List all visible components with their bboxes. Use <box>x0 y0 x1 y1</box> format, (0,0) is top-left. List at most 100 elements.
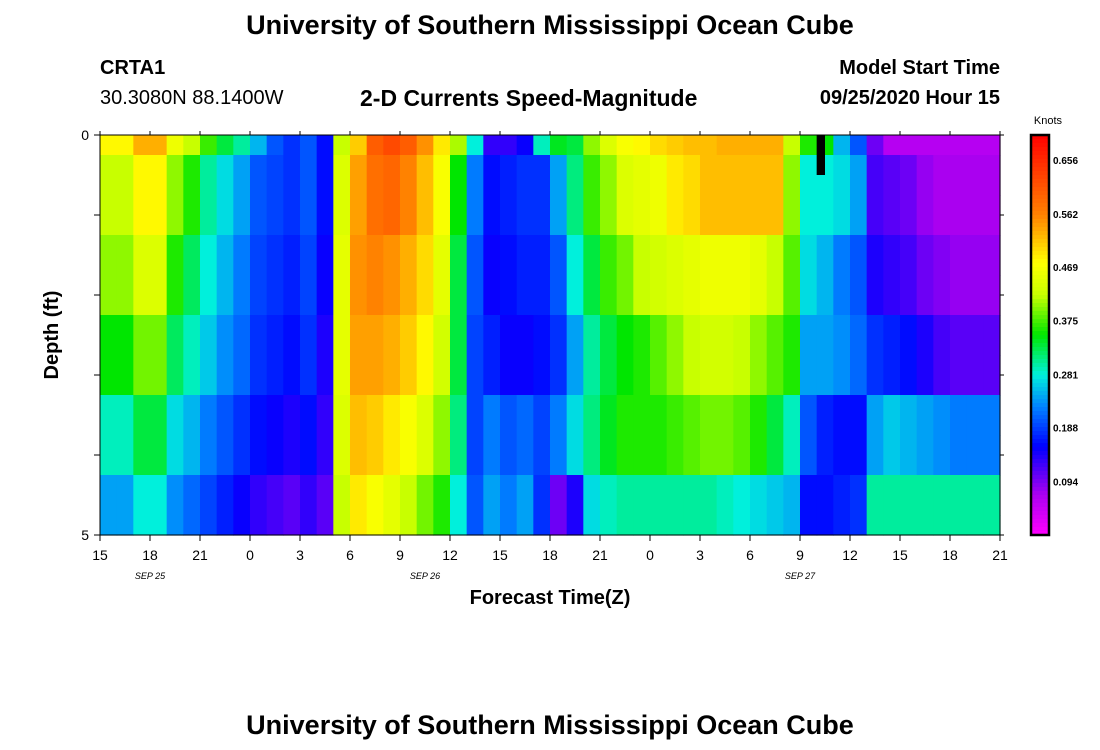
colorbar-swatch <box>1031 391 1049 396</box>
colorbar-swatch <box>1031 527 1049 532</box>
heatmap-cell <box>666 395 684 436</box>
heatmap-cell <box>883 135 901 156</box>
heatmap-cell <box>283 135 301 156</box>
heatmap-cell <box>316 515 334 536</box>
heatmap-cell <box>833 195 851 236</box>
colorbar-swatch <box>1031 219 1049 224</box>
heatmap-cell <box>733 195 751 236</box>
heatmap-cell <box>966 355 984 396</box>
heatmap-cell <box>983 515 1001 536</box>
heatmap-cell <box>800 135 818 156</box>
heatmap-cell <box>850 395 868 436</box>
station-id: CRTA1 <box>100 57 166 79</box>
heatmap-cell <box>833 515 851 536</box>
heatmap-cell <box>133 135 151 156</box>
heatmap-cell <box>500 475 518 516</box>
heatmap-cell <box>950 515 968 536</box>
heatmap-cell <box>433 155 451 196</box>
heatmap-cell <box>650 275 668 316</box>
heatmap-cell <box>983 315 1001 356</box>
heatmap-cell <box>883 355 901 396</box>
heatmap-cell <box>400 475 418 516</box>
heatmap-cell <box>666 275 684 316</box>
x-tick-label: 15 <box>892 547 908 563</box>
heatmap-cell <box>833 315 851 356</box>
heatmap-cell <box>550 155 568 196</box>
heatmap-cell <box>200 135 218 156</box>
heatmap-cell <box>266 515 284 536</box>
heatmap-cell <box>933 435 951 476</box>
heatmap-cell <box>266 235 284 276</box>
heatmap-cell <box>450 155 468 196</box>
colorbar-swatch <box>1031 319 1049 324</box>
colorbar-swatch <box>1031 519 1049 524</box>
heatmap-cell <box>450 395 468 436</box>
x-axis: 15 18 21 0 3 6 9 12 15 18 21 0 3 6 9 12 15 18 21 SEP 25 SEP … <box>92 131 1008 581</box>
heatmap-cell <box>583 355 601 396</box>
heatmap-cell <box>583 275 601 316</box>
heatmap-cell <box>183 135 201 156</box>
page-title-bottom: University of Southern Mississippi Ocean… <box>246 710 854 740</box>
colorbar-swatch <box>1031 423 1049 428</box>
heatmap-cell <box>683 355 701 396</box>
y-tick-label: 5 <box>81 527 89 543</box>
heatmap-cell <box>750 355 768 396</box>
heatmap-cell <box>650 195 668 236</box>
heatmap-cell <box>216 195 234 236</box>
heatmap-cell <box>633 275 651 316</box>
heatmap-cell <box>516 395 534 436</box>
heatmap-cell <box>350 395 368 436</box>
heatmap-cell <box>833 395 851 436</box>
heatmap-cell <box>383 435 401 476</box>
colorbar-swatch <box>1031 187 1049 192</box>
heatmap-cell <box>600 195 618 236</box>
heatmap-cell <box>466 155 484 196</box>
heatmap-cell <box>866 475 884 516</box>
x-tick-label: 0 <box>246 547 254 563</box>
heatmap-cell <box>516 195 534 236</box>
colorbar-swatch <box>1031 403 1049 408</box>
heatmap-cell <box>266 275 284 316</box>
heatmap-cell <box>800 475 818 516</box>
heatmap-cell <box>216 475 234 516</box>
heatmap-cell <box>733 135 751 156</box>
heatmap-cell <box>316 275 334 316</box>
colorbar-swatch <box>1031 439 1049 444</box>
heatmap-cell <box>400 195 418 236</box>
heatmap-cell <box>433 195 451 236</box>
heatmap-cell <box>300 475 318 516</box>
heatmap-cell <box>250 515 268 536</box>
heatmap-cell <box>433 395 451 436</box>
heatmap-cell <box>383 515 401 536</box>
heatmap-cell <box>416 435 434 476</box>
heatmap-cell <box>566 515 584 536</box>
x-tick-label: 18 <box>942 547 958 563</box>
heatmap-cell <box>550 315 568 356</box>
colorbar-swatch <box>1031 143 1049 148</box>
x-tick-label: 9 <box>396 547 404 563</box>
heatmap-cell <box>300 135 318 156</box>
heatmap-cell <box>500 195 518 236</box>
colorbar-swatch <box>1031 195 1049 200</box>
heatmap-cell <box>716 195 734 236</box>
heatmap-cell <box>566 195 584 236</box>
heatmap-cell <box>550 435 568 476</box>
colorbar-swatch <box>1031 175 1049 180</box>
heatmap-cell <box>633 395 651 436</box>
colorbar-swatch <box>1031 211 1049 216</box>
heatmap-cell <box>583 315 601 356</box>
heatmap-cell <box>300 195 318 236</box>
colorbar-swatch <box>1031 335 1049 340</box>
heatmap-cell <box>300 435 318 476</box>
heatmap-cell <box>583 395 601 436</box>
heatmap-cell <box>100 135 118 156</box>
heatmap-cell <box>850 475 868 516</box>
heatmap-cell <box>550 275 568 316</box>
heatmap-cell <box>200 235 218 276</box>
heatmap-cell <box>133 155 151 196</box>
heatmap-cell <box>816 515 834 536</box>
heatmap-cell <box>466 515 484 536</box>
heatmap-cell <box>866 515 884 536</box>
heatmap-cell <box>966 235 984 276</box>
heatmap-cell <box>700 395 718 436</box>
